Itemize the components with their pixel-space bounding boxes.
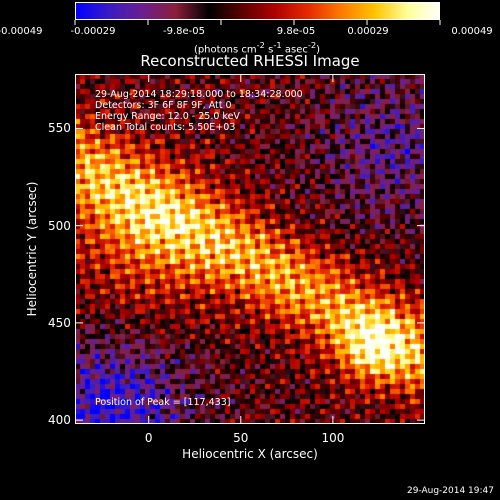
- y-tick-label: 400: [48, 413, 71, 428]
- heatmap-image: [75, 74, 425, 424]
- colorbar-tick-label: 0.00029: [347, 26, 389, 37]
- colorbar-units: (photons cm-2 s-1 asec-2): [193, 40, 321, 56]
- x-axis-label: Heliocentric X (arcsec): [182, 447, 318, 461]
- colorbar-tick-label: -0.00029: [70, 26, 116, 37]
- colorbar-ticks: [74, 20, 441, 25]
- x-tick-label: 50: [233, 431, 249, 445]
- colorbar-tick-label: 0.00049: [451, 26, 493, 37]
- x-tick-label: 0: [144, 431, 153, 445]
- colorbar-tick-label: 9.8e-05: [276, 26, 316, 37]
- info-energy-range: Energy Range: 12.0 - 25.0 keV: [95, 111, 240, 122]
- info-time-range: 29-Aug-2014 18:29:18.000 to 18:34:28.000: [95, 89, 303, 100]
- y-axis-label: Heliocentric Y (arcsec): [25, 181, 39, 317]
- plot-area: 29-Aug-2014 18:29:18.000 to 18:34:28.000…: [75, 74, 425, 424]
- x-tick-label: 100: [321, 431, 345, 445]
- peak-position-label: Position of Peak = [117,433]: [95, 397, 231, 408]
- colorbar: [75, 2, 440, 20]
- colorbar-tick-label: -9.8e-05: [163, 26, 205, 37]
- y-tick-label: 450: [48, 315, 71, 330]
- colorbar-gradient: [76, 3, 439, 19]
- timestamp: 29-Aug-2014 19:47: [406, 486, 494, 496]
- info-detectors: Detectors: 3F 6F 8F 9F, Att 0: [95, 100, 232, 111]
- colorbar-tick-label: -0.00049: [0, 26, 43, 37]
- y-tick-label: 500: [48, 218, 71, 233]
- y-tick-label: 550: [48, 121, 71, 136]
- info-clean-counts: Clean Total counts: 5.50E+03: [95, 122, 236, 133]
- chart-title: Reconstructed RHESSI Image: [140, 52, 360, 70]
